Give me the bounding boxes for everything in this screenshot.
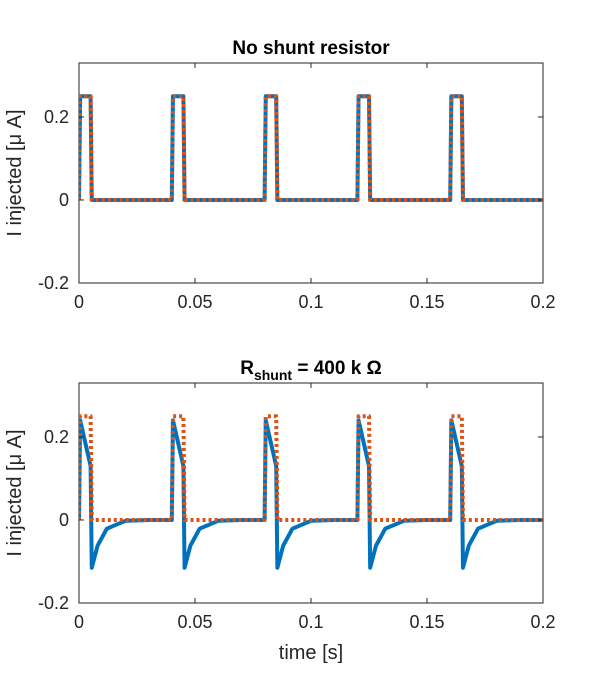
x-tick-label: 0.15 <box>409 292 444 312</box>
chart-title: No shunt resistor <box>232 38 390 59</box>
chart-title: Rshunt = 400 k Ω <box>240 358 382 383</box>
x-tick-label: 0.15 <box>409 612 444 632</box>
series-group <box>79 94 543 202</box>
y-tick-label: 0 <box>59 190 69 210</box>
injected-current-line <box>79 418 543 570</box>
plot-panel-1: 0 0.05 0.1 0.15 0.2-0.200.2I injected [μ A]N… <box>4 38 556 312</box>
x-tick-label: 0.05 <box>177 292 212 312</box>
axes-box <box>78 62 544 284</box>
y-axis-label: I injected [μ A] <box>4 429 26 556</box>
command-current-line <box>79 414 543 522</box>
x-axis-label: time [s] <box>279 642 343 664</box>
x-tick-label: 0 <box>74 612 84 632</box>
series-group <box>79 414 543 570</box>
y-tick-label: -0.2 <box>38 273 69 293</box>
command-current-line <box>79 94 543 202</box>
plot-panel-2: 0 0.05 0.1 0.15 0.2-0.200.2I injected [μ A]t… <box>4 358 556 664</box>
y-tick-label: -0.2 <box>38 593 69 613</box>
y-tick-label: 0 <box>59 510 69 530</box>
x-tick-label: 0.2 <box>530 612 555 632</box>
y-tick-label: 0.2 <box>44 427 69 447</box>
y-tick-label: 0.2 <box>44 107 69 127</box>
x-tick-label: 0.1 <box>298 612 323 632</box>
y-axis-label: I injected [μ A] <box>4 109 26 236</box>
axes-box <box>78 382 544 604</box>
x-tick-label: 0.05 <box>177 612 212 632</box>
x-tick-label: 0 <box>74 292 84 312</box>
x-tick-label: 0.1 <box>298 292 323 312</box>
x-tick-label: 0.2 <box>530 292 555 312</box>
